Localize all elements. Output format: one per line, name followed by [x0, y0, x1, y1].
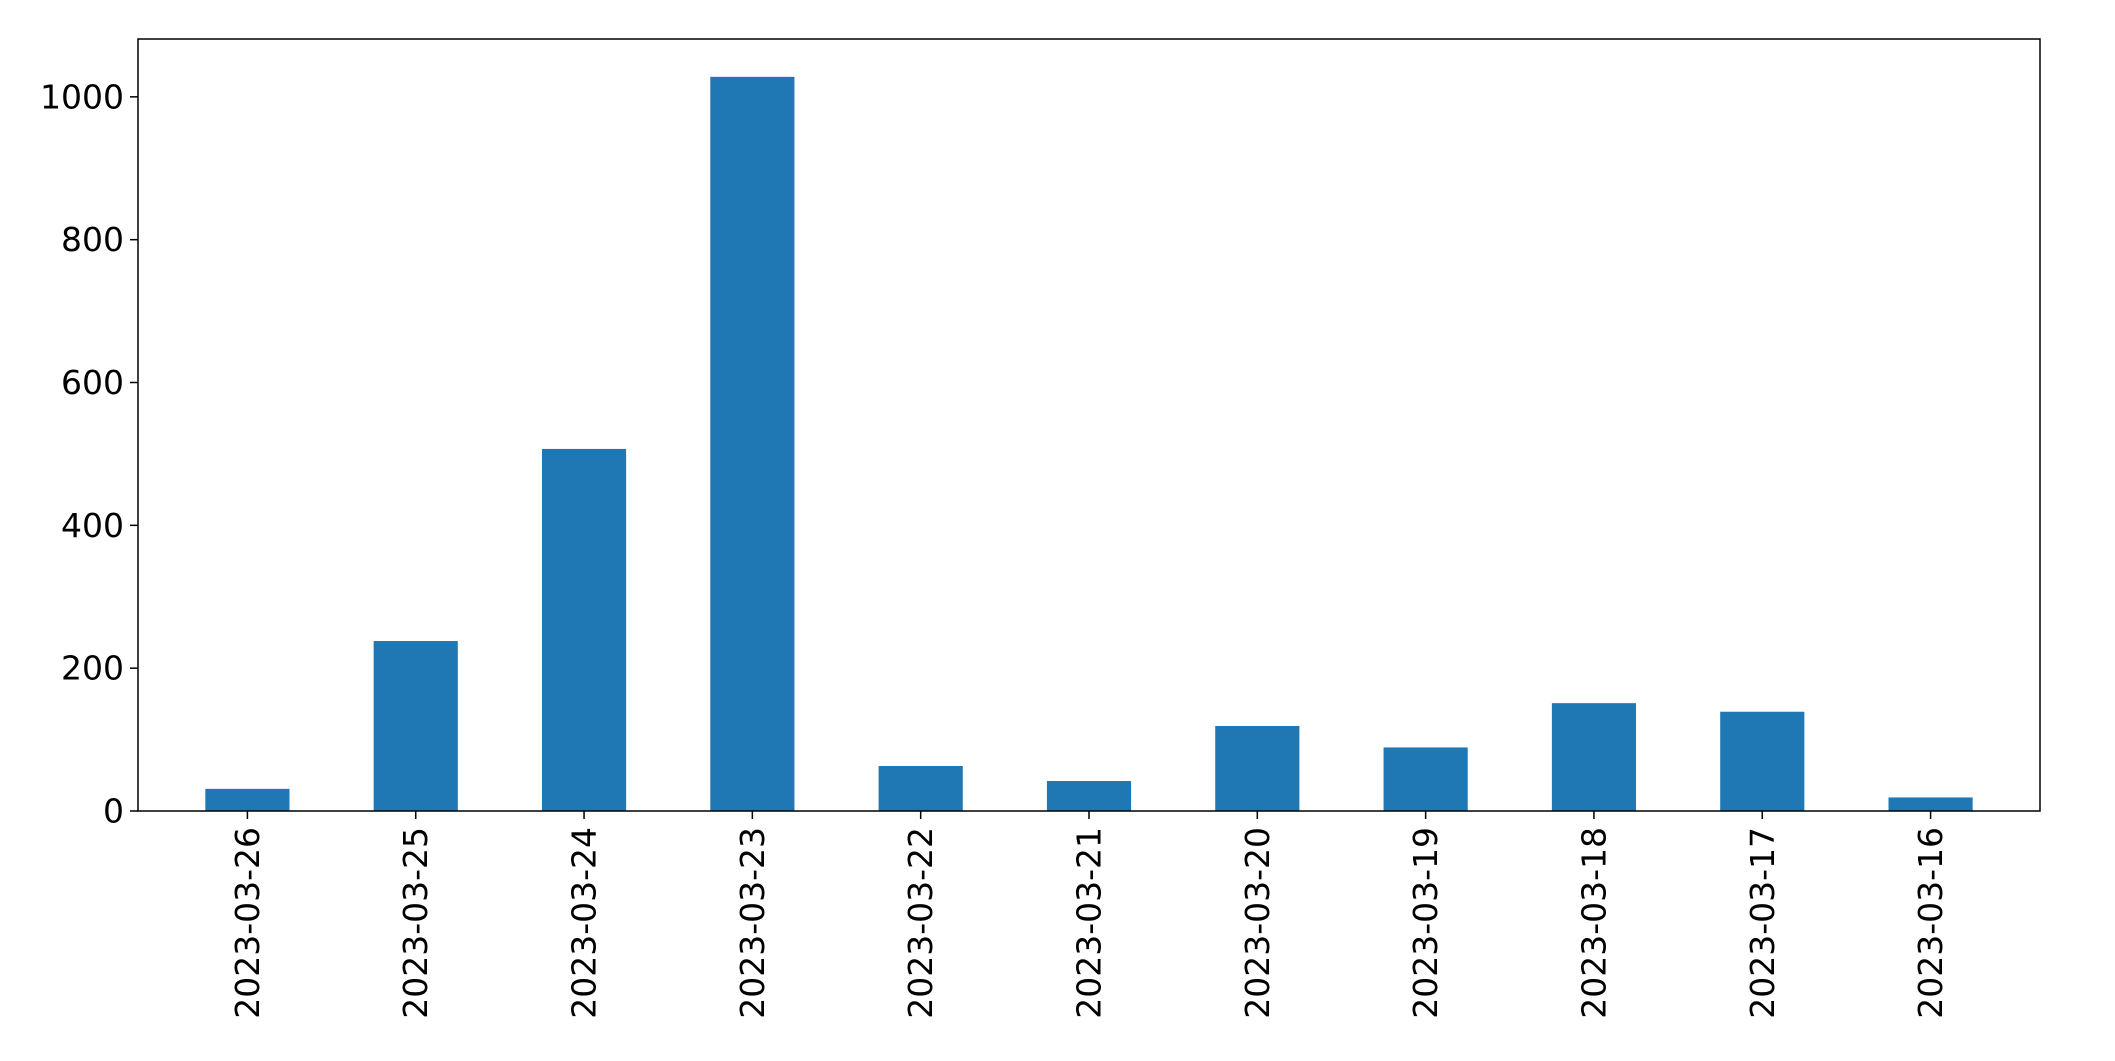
x-tick-label: 2023-03-22 [901, 827, 940, 1019]
x-tick-label: 2023-03-25 [396, 827, 435, 1019]
x-tick-label: 2023-03-26 [228, 827, 267, 1019]
x-tick-label: 2023-03-21 [1070, 827, 1109, 1019]
y-tick-label: 600 [61, 363, 124, 402]
bar-2023-03-18 [1551, 703, 1637, 811]
bar-2023-03-20 [1215, 726, 1300, 811]
bars-group [205, 76, 1973, 811]
x-tick-label: 2023-03-19 [1406, 827, 1445, 1019]
bar-2023-03-21 [1046, 781, 1132, 811]
x-tick-label: 2023-03-24 [565, 827, 604, 1019]
plot-frame [137, 38, 2041, 812]
x-tick-label: 2023-03-17 [1743, 827, 1782, 1019]
bar-2023-03-16 [1888, 797, 1973, 811]
x-tick-label: 2023-03-16 [1911, 827, 1950, 1019]
x-axis: 2023-03-26 2023-03-25 2023-03-24 2023-03-23… [228, 811, 1950, 1019]
bar-2023-03-26 [205, 788, 290, 811]
y-tick-label: 800 [61, 220, 124, 259]
y-tick-label: 0 [103, 792, 124, 831]
y-axis: 0 200 400 600 800 1000 [40, 77, 138, 831]
y-tick-label: 1000 [40, 77, 124, 116]
y-tick-label: 400 [61, 506, 124, 545]
x-tick-label: 2023-03-20 [1238, 827, 1277, 1019]
bar-2023-03-19 [1383, 747, 1468, 811]
x-tick-label: 2023-03-23 [733, 827, 772, 1019]
x-tick-label: 2023-03-18 [1574, 827, 1613, 1019]
bar-2023-03-22 [878, 766, 963, 811]
bar-2023-03-23 [710, 76, 795, 811]
bar-2023-03-24 [541, 448, 627, 811]
bar-2023-03-17 [1720, 711, 1805, 811]
y-tick-label: 200 [61, 649, 124, 688]
bar-2023-03-25 [373, 641, 458, 811]
